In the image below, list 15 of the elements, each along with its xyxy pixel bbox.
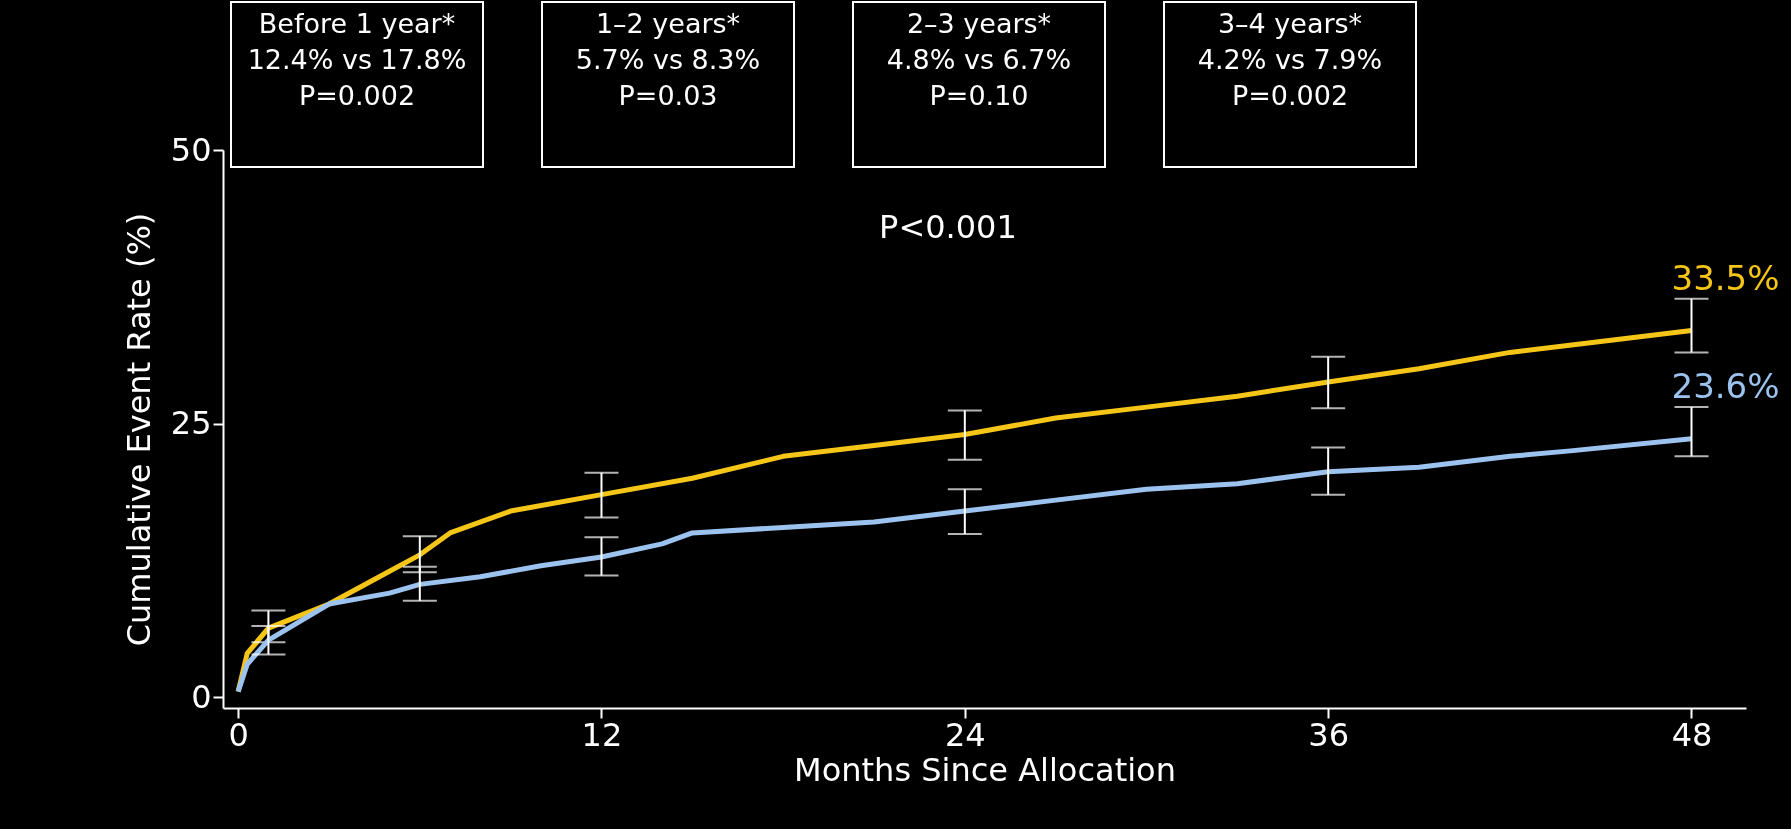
x-tick-label: 48 — [1671, 715, 1713, 754]
text: 2–3 years* 4.8% vs 6.7% P=0.10 — [886, 8, 1072, 111]
y-axis-title: Cumulative Event Rate (%) — [119, 212, 158, 647]
x-tick-label: 0 — [228, 715, 249, 754]
x-tick-label: 12 — [581, 715, 623, 754]
x-tick-label: 36 — [1308, 715, 1350, 754]
text: Before 1 year* 12.4% vs 17.8% P=0.002 — [247, 8, 467, 111]
y-tick-label: 0 — [191, 677, 212, 716]
text: 3–4 years* 4.2% vs 7.9% P=0.002 — [1197, 8, 1383, 111]
y-tick-label: 25 — [170, 404, 212, 443]
annotation: 23.6% — [1671, 365, 1780, 406]
y-tick-label: 50 — [170, 130, 212, 169]
annotation: 33.5% — [1671, 257, 1780, 298]
annotation: P<0.001 — [879, 208, 1017, 246]
text: 1–2 years* 5.7% vs 8.3% P=0.03 — [575, 8, 761, 111]
